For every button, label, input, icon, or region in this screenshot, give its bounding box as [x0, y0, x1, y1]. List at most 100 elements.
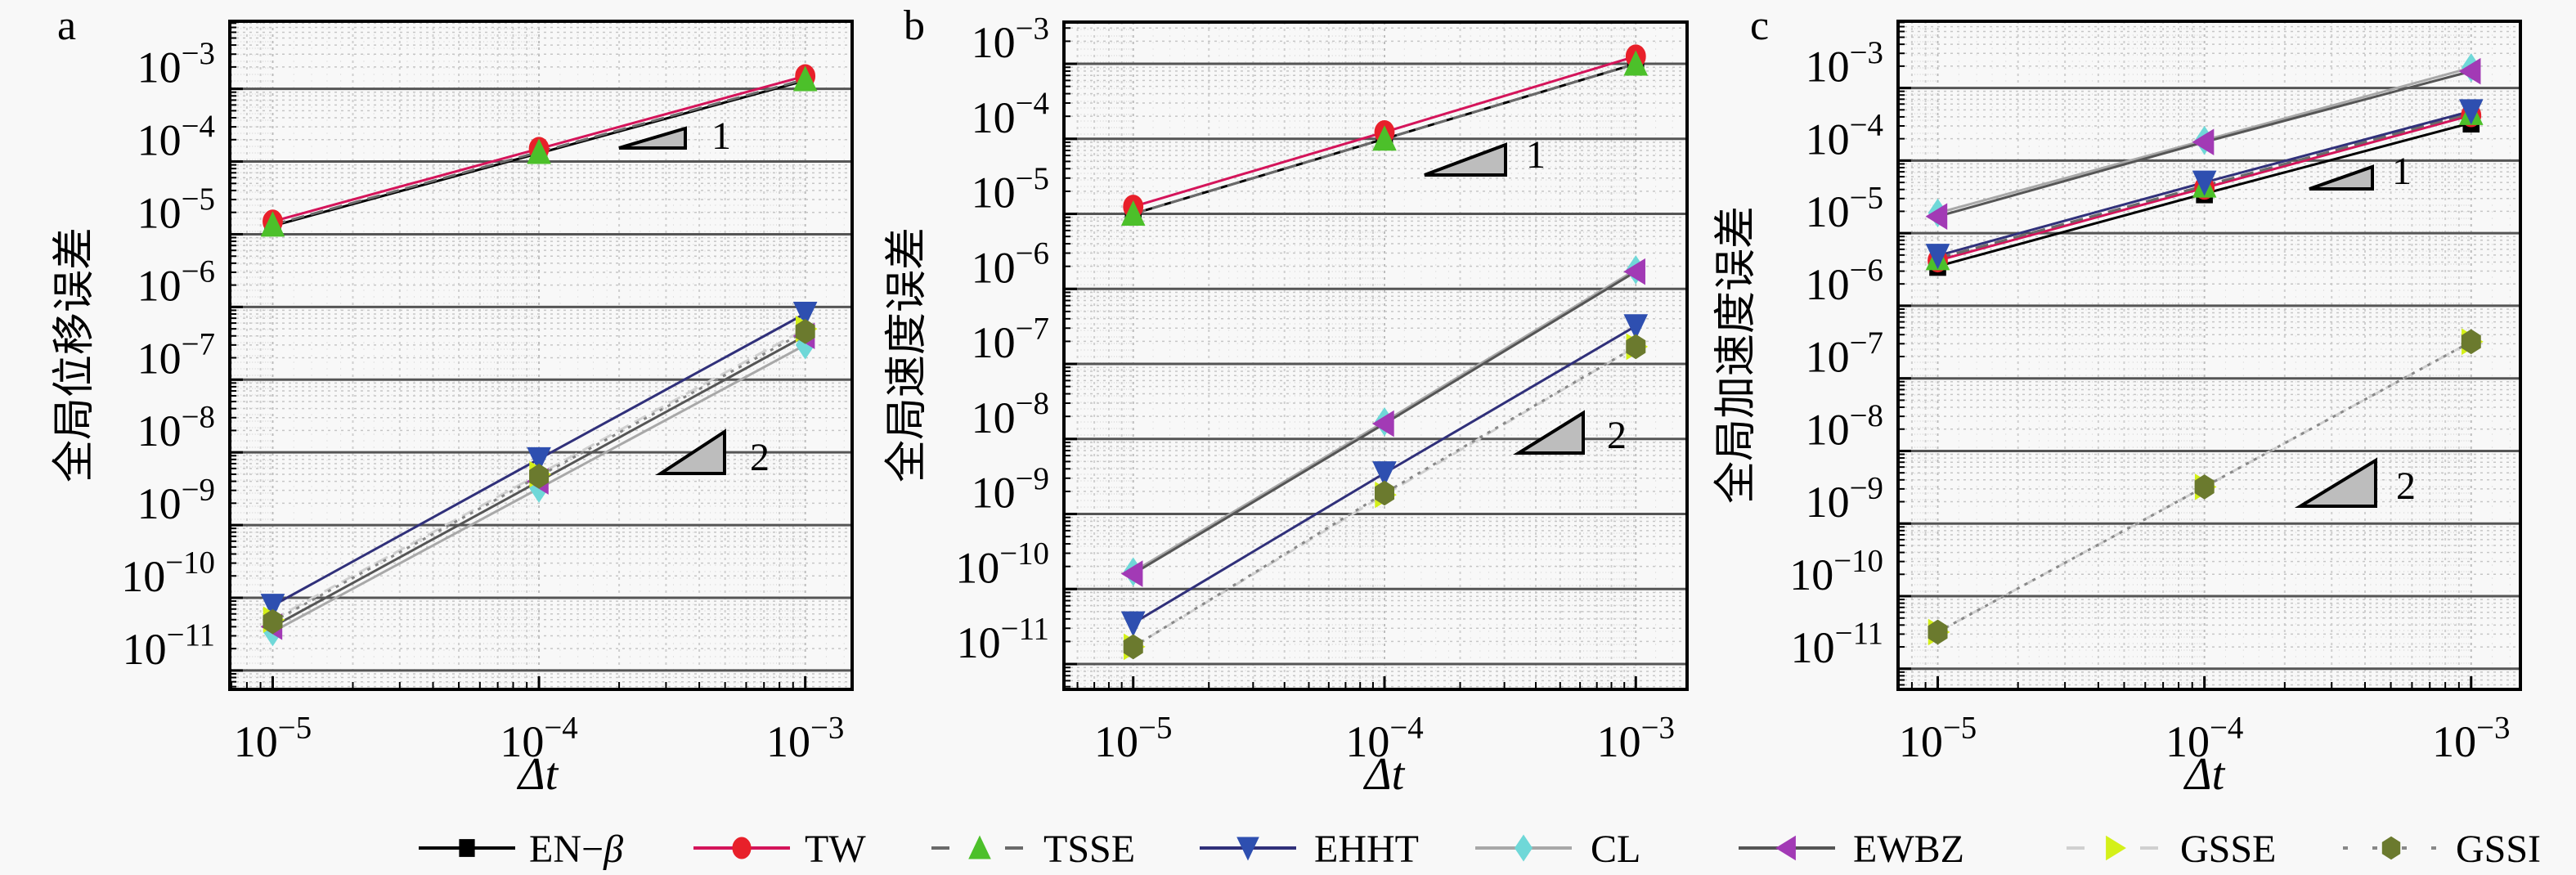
y-tick-label: 10−6 — [972, 236, 1049, 293]
y-tick-label: 10−11 — [957, 611, 1049, 667]
legend-marker-icon — [732, 837, 752, 859]
y-tick-label: 10−9 — [137, 472, 215, 528]
y-tick-label: 10−7 — [1806, 325, 1883, 382]
legend-item-en: EN−β — [419, 828, 623, 871]
axes-frame — [1896, 20, 2522, 691]
data-point-tsse — [1372, 125, 1397, 151]
y-tick-label: 10−4 — [1806, 108, 1883, 164]
legend-label: EWBZ — [1853, 828, 1964, 871]
plot-background — [230, 21, 852, 689]
y-tick-label: 10−8 — [1806, 398, 1883, 455]
axes-frame — [1062, 20, 1689, 691]
panel-letter-b: b — [904, 2, 925, 49]
legend-label: EHHT — [1314, 828, 1419, 871]
slope-label-2: 2 — [750, 436, 770, 479]
y-tick-label: 10−10 — [955, 536, 1049, 593]
data-point-gssi — [529, 464, 550, 489]
panel-c: c 1 2 10−3 10−4 10−5 10−6 10−7 10−8 10−9 10−10 10−… — [1712, 2, 2522, 800]
y-tick-label: 10−10 — [1789, 543, 1883, 599]
series-markers — [260, 64, 818, 647]
legend-item-gsse: GSSE — [2067, 828, 2276, 871]
slope-triangle-2 — [655, 429, 726, 475]
legend-marker-icon — [2381, 836, 2401, 860]
y-tick-label: 10−11 — [123, 617, 215, 674]
legend-item-tsse: TSSE — [931, 828, 1135, 871]
data-point-ehht — [260, 594, 285, 620]
y-tick-label: 10−5 — [972, 161, 1049, 218]
x-tick-label: 10−5 — [1094, 710, 1172, 766]
legend-label: EN−β — [529, 828, 623, 871]
axes-frame — [228, 20, 854, 691]
legend-marker-icon — [1775, 835, 1796, 861]
slope-label-2: 2 — [2396, 464, 2416, 508]
legend-marker-icon — [1236, 837, 1259, 861]
slope-label-1: 1 — [2392, 150, 2412, 193]
data-point-gssi — [795, 319, 815, 344]
slope-label-2: 2 — [1607, 414, 1627, 457]
data-point-ehht — [1925, 244, 1950, 270]
data-point-ehht — [2192, 170, 2217, 196]
plot-content — [1064, 22, 1687, 689]
y-tick-label: 10−7 — [137, 327, 215, 384]
legend-marker-icon — [2106, 835, 2126, 861]
data-point-ewbz — [2192, 128, 2215, 155]
slope-triangle-1 — [2309, 164, 2374, 191]
plot-area-a: 1 2 10−3 10−4 10−5 10−6 10−7 10−8 10−9 10−10 10−11… — [121, 20, 854, 766]
legend: EN−β TW TSSE EHHT CL EWBZ GSSE GSSI — [419, 828, 2541, 871]
data-point-tsse — [1120, 200, 1146, 227]
slope-triangle-1 — [618, 126, 687, 150]
slope-triangle-2 — [2294, 457, 2377, 508]
data-point-tsse — [527, 138, 551, 164]
data-point-ehht — [792, 302, 818, 328]
y-tick-label: 10−9 — [972, 461, 1049, 518]
data-point-ewbz — [1623, 258, 1645, 285]
x-tick-label: 10−5 — [1899, 710, 1977, 766]
legend-item-ehht: EHHT — [1200, 828, 1419, 871]
legend-label: GSSI — [2456, 828, 2541, 871]
ylabel-b: 全局速度误差 — [882, 227, 931, 482]
data-point-tsse — [792, 65, 818, 92]
y-tick-label: 10−7 — [972, 311, 1049, 367]
plot-area-c: 1 2 10−3 10−4 10−5 10−6 10−7 10−8 10−9 10−10 10−11… — [1789, 20, 2522, 766]
slope-label-1: 1 — [711, 114, 731, 158]
y-tick-label: 10−10 — [121, 545, 215, 601]
plot-background — [1898, 21, 2520, 689]
series-markers — [1120, 44, 1649, 661]
y-tick-label: 10−3 — [137, 36, 215, 92]
x-tick-label: 10−3 — [766, 710, 844, 766]
xlabel-a: Δt — [517, 749, 559, 800]
y-tick-label: 10−8 — [972, 386, 1049, 442]
data-point-gssi — [2461, 329, 2481, 355]
data-point-ewbz — [1925, 203, 1948, 230]
data-point-tsse — [1623, 50, 1649, 76]
legend-label: GSSE — [2180, 828, 2276, 871]
x-tick-label: 10−3 — [2432, 710, 2510, 766]
x-tick-label: 10−4 — [2165, 710, 2243, 766]
x-tick-label: 10−3 — [1597, 710, 1675, 766]
x-tick-label: 10−5 — [234, 710, 312, 766]
legend-item-ewbz: EWBZ — [1739, 828, 1964, 871]
ylabel-c: 全局加速度误差 — [1712, 206, 1761, 504]
plot-content — [230, 21, 852, 689]
slope-triangle-2 — [1512, 410, 1585, 455]
legend-marker-icon — [1514, 834, 1533, 862]
data-point-ehht — [1372, 461, 1397, 487]
slope-triangle-1 — [1424, 142, 1507, 177]
xlabel-b: Δt — [1363, 749, 1406, 800]
y-tick-label: 10−11 — [1791, 616, 1883, 672]
legend-label: TSSE — [1043, 828, 1135, 871]
legend-marker-icon — [968, 835, 991, 859]
legend-label: TW — [805, 828, 866, 871]
data-point-gssi — [1374, 480, 1395, 506]
panel-letter-a: a — [57, 2, 76, 49]
panel-a: a 1 2 10−3 10−4 10−5 10−6 10−7 10−8 10−9 10−10 10−… — [50, 2, 854, 800]
data-point-ewbz — [1120, 560, 1143, 587]
y-tick-label: 10−5 — [1806, 180, 1883, 236]
legend-item-cl: CL — [1475, 828, 1640, 871]
data-point-ehht — [1120, 611, 1146, 637]
data-point-gssi — [263, 608, 283, 635]
data-point-gssi — [1626, 334, 1646, 360]
series-line-gssi — [1936, 340, 2472, 634]
series-markers — [1925, 53, 2484, 646]
